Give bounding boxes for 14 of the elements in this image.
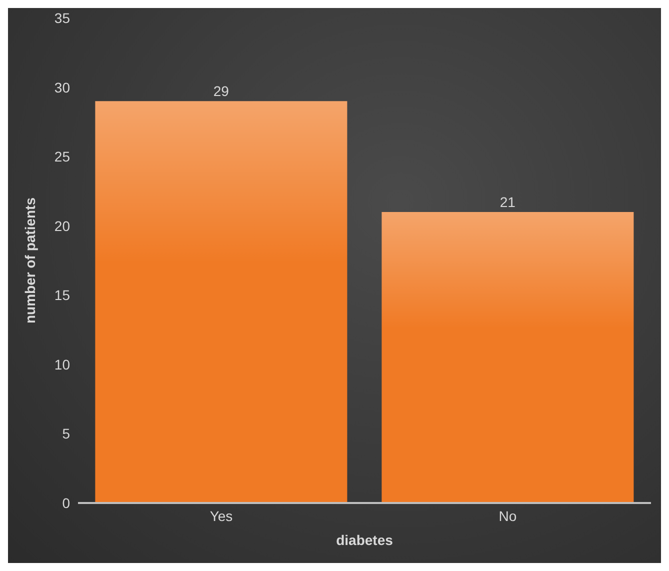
y-tick-label: 5 <box>62 426 70 442</box>
y-tick-label: 25 <box>54 148 70 165</box>
x-axis-title: diabetes <box>336 532 394 548</box>
y-tick-label: 35 <box>54 10 70 26</box>
data-label: 29 <box>213 83 230 100</box>
x-tick-label: Yes <box>210 508 233 524</box>
y-tick-label: 20 <box>54 218 70 234</box>
y-tick-label: 30 <box>54 79 70 96</box>
y-tick-label: 0 <box>62 494 70 511</box>
y-tick-label: 15 <box>54 287 70 304</box>
x-tick-label: No <box>498 508 517 524</box>
y-tick-label: 10 <box>54 356 70 372</box>
data-label: 21 <box>500 194 516 210</box>
y-axis-title: number of patients <box>22 197 38 324</box>
